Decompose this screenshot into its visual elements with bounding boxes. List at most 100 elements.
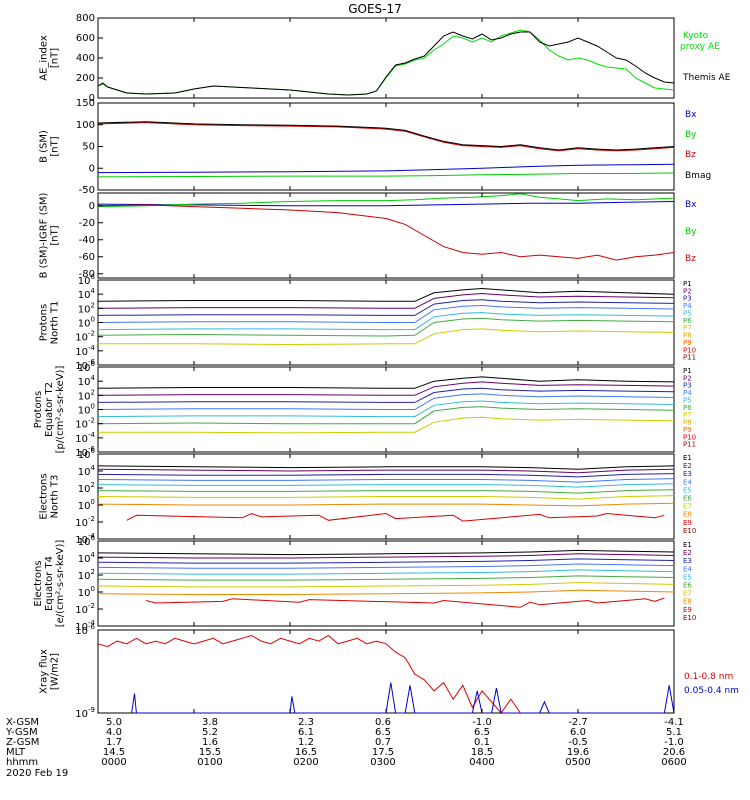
protons_t1-legend-p3: P3 (683, 295, 692, 303)
b_sm-ytick-label: 100 (76, 120, 95, 131)
ae-series-kyoto-proxy-ae (97, 29, 675, 96)
xray-ytick-label: 10-6 (75, 623, 95, 637)
b_igrf-series-by (97, 193, 675, 208)
protons_t1-ytick-label: 10-2 (75, 330, 95, 344)
protons_t2-ytick-label: 10-4 (75, 431, 95, 445)
b_sm-legend-by: By (685, 130, 697, 140)
b_sm-legend-bmag: Bmag (685, 171, 711, 181)
electrons_t3-series-e1 (97, 465, 675, 470)
b_sm-series-by (97, 172, 675, 178)
ephemeris-cell: 1.7 (106, 737, 122, 748)
b_igrf-series-bx (97, 201, 675, 207)
electrons_t3-ytick-label: 104 (78, 464, 96, 478)
electrons_t4-legend-e10: E10 (683, 614, 696, 622)
ephemeris-cell: 14.5 (103, 747, 125, 758)
protons_t1-ytick-label: 104 (78, 287, 96, 301)
ephemeris-cell: 15.5 (199, 747, 221, 758)
ae-ytick-label: 800 (76, 13, 95, 24)
protons_t1-legend-p1: P1 (683, 280, 692, 288)
ephemeris-cell: 0600 (661, 757, 686, 768)
electrons_t4-series-e5 (97, 569, 675, 575)
protons_t1-series-p4 (97, 304, 675, 323)
xray-ylabel: [W/m2] (50, 653, 61, 690)
protons_t1-legend-p8: P8 (683, 332, 692, 340)
electrons_t4-legend-e5: E5 (683, 573, 692, 581)
electrons_t4-ytick-label: 10-4 (75, 619, 95, 633)
protons_t2-ytick-label: 100 (78, 403, 95, 417)
electrons_t3-legend-e2: E2 (683, 462, 692, 470)
protons_t2-series-p5 (97, 400, 675, 418)
protons_t1-series-p1 (97, 287, 675, 302)
electrons_t3-ytick-label: 106 (78, 447, 96, 461)
electrons_t3-series-e2 (97, 468, 675, 474)
protons_t1-ytick-label: 100 (78, 316, 95, 330)
panel-ae-frame (97, 17, 675, 99)
protons_t1-legend-p11: P11 (683, 354, 696, 362)
b_sm-series-bz (97, 122, 675, 152)
ephemeris-cell: 5.2 (202, 727, 218, 738)
ephemeris-cell: 6.1 (298, 727, 314, 738)
protons_t2-ytick-label: 10-2 (75, 417, 95, 431)
protons_t2-legend-p3: P3 (683, 382, 692, 390)
electrons_t4-series-e2 (97, 553, 675, 559)
protons_t1-ylabel: North T1 (50, 301, 61, 345)
protons_t1-ytick-label: 106 (78, 273, 96, 287)
b_sm-ytick-label: 150 (76, 98, 95, 109)
xray-series-0-1-0-8-nm (97, 634, 521, 714)
electrons_t4-ytick-label: 102 (78, 568, 95, 582)
ae-legend-themis: Themis AE (682, 73, 731, 83)
electrons_t4-series-e4 (97, 563, 675, 569)
electrons_t3-legend-e8: E8 (683, 511, 692, 519)
b_sm-series-bx (97, 163, 675, 174)
electrons_t3-legend-e5: E5 (683, 486, 692, 494)
protons_t2-ytick-label: 106 (78, 360, 96, 374)
b_igrf-legend-by: By (685, 227, 697, 237)
electrons_t3-ytick-label: 102 (78, 481, 95, 495)
electrons_t4-series-e3 (97, 558, 675, 564)
ephemeris-cell: 2.3 (298, 717, 314, 728)
protons_t2-legend-p11: P11 (683, 441, 696, 449)
ephemeris-cell: 6.5 (474, 727, 490, 738)
ae-ytick-label: 400 (76, 53, 95, 64)
electrons_t4-ylabel: Electrons (33, 560, 44, 606)
electrons_t3-legend-e4: E4 (683, 478, 692, 486)
b_igrf-ylabel: B (SM)-IGRF (SM) (39, 193, 50, 279)
ephemeris-cell: 3.8 (202, 717, 218, 728)
ephemeris-cell: 5.1 (666, 727, 682, 738)
electrons_t3-series-e8 (97, 502, 675, 507)
ephemeris-cell: 0.7 (375, 737, 391, 748)
protons_t2-series-p1 (97, 376, 675, 389)
protons_t1-series-p2 (97, 292, 675, 309)
b_sm-ylabel: B (SM) (39, 130, 50, 163)
electrons_t4-legend-e8: E8 (683, 598, 692, 606)
ephemeris-row-label: Y-GSM (5, 727, 38, 738)
b_igrf-ytick-label: -20 (79, 218, 95, 229)
electrons_t3-legend-e10: E10 (683, 527, 696, 535)
ae-ytick-label: 0 (89, 93, 95, 104)
protons_t1-legend-p2: P2 (683, 287, 692, 295)
electrons_t4-legend-e3: E3 (683, 557, 692, 565)
protons_t1-series-p6 (97, 317, 675, 337)
electrons_t4-series-e6 (97, 575, 675, 581)
protons_t1-series-p5 (97, 312, 675, 331)
protons_t2-series-p3 (97, 387, 675, 403)
protons_t2-legend-p1: P1 (683, 367, 692, 375)
protons_t1-legend-p7: P7 (683, 324, 692, 332)
b_sm-ytick-label: 50 (82, 142, 95, 153)
protons_t2-ylabel: Equator T2 (44, 382, 55, 437)
ephemeris-cell: 0000 (101, 757, 126, 768)
protons_t1-legend-p10: P10 (683, 346, 696, 354)
ephemeris-cell: 20.6 (663, 747, 685, 758)
ephemeris-cell: 0300 (370, 757, 395, 768)
ephemeris-cell: -2.7 (568, 717, 588, 728)
electrons_t4-ytick-label: 104 (78, 551, 96, 565)
protons_t1-ylabel: Protons (39, 304, 50, 341)
ae-ytick-label: 200 (76, 73, 95, 84)
protons_t1-legend-p5: P5 (683, 309, 692, 317)
ephemeris-cell: 1.2 (298, 737, 314, 748)
protons_t2-series-p2 (97, 381, 675, 396)
protons_t2-series-p6 (97, 406, 675, 425)
electrons_t3-series-e5 (97, 483, 675, 488)
protons_t1-series-p3 (97, 299, 675, 316)
